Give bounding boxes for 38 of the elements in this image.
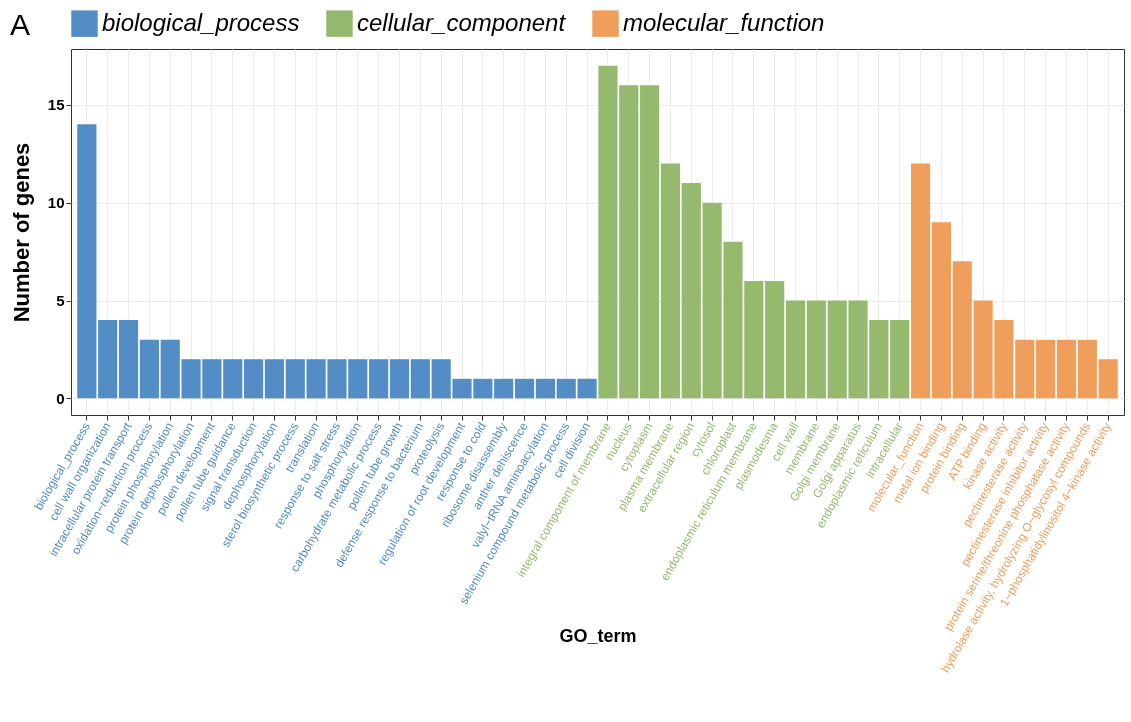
bar (1036, 339, 1056, 399)
bar (681, 183, 701, 399)
bar (1056, 339, 1077, 399)
y-axis-title: Number of genes (8, 142, 34, 323)
bar (806, 300, 826, 399)
bar (389, 359, 410, 399)
legend-label: biological_process (102, 8, 300, 36)
bar (535, 378, 555, 399)
y-tick-label: 0 (56, 389, 65, 407)
bar (931, 222, 951, 399)
y-tick-label: 10 (47, 194, 65, 212)
bar (118, 320, 139, 399)
bar (640, 85, 660, 399)
y-tick-label: 5 (56, 292, 65, 309)
bar (494, 378, 514, 399)
bar (785, 300, 806, 399)
bar (369, 359, 389, 399)
legend-label: molecular_function (623, 8, 825, 36)
bar (765, 280, 785, 399)
bar (910, 163, 931, 399)
bar (410, 359, 430, 399)
bar (264, 359, 285, 399)
bar (285, 359, 305, 399)
bar (514, 378, 535, 399)
bar (660, 163, 681, 399)
bar (244, 359, 264, 399)
bar (890, 320, 910, 399)
bar (952, 261, 972, 399)
bar (223, 359, 243, 399)
bar (98, 320, 118, 399)
legend-label: cellular_component (357, 8, 567, 36)
bar (139, 339, 159, 399)
text: A (10, 8, 31, 42)
bar (77, 124, 97, 399)
bar (1098, 359, 1118, 399)
y-tick-label: 15 (47, 96, 65, 114)
bar (1077, 339, 1097, 399)
x-axis-title: GO_term (559, 625, 637, 646)
